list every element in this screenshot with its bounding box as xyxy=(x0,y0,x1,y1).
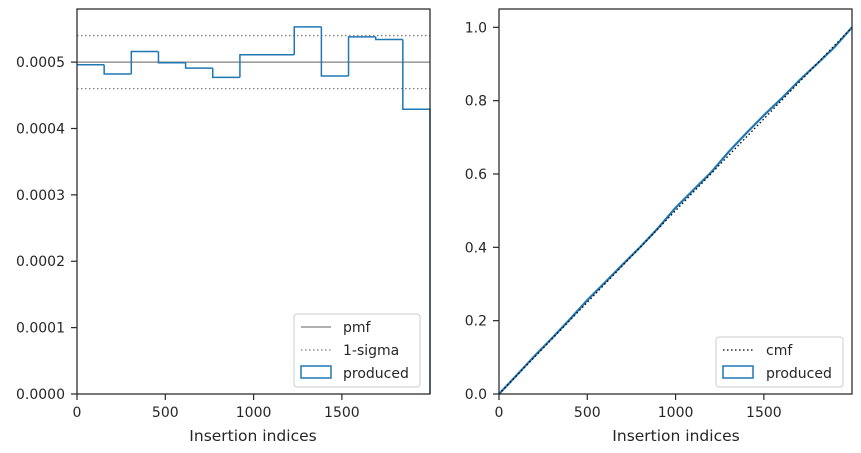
pmf-x-tick-label: 500 xyxy=(152,405,179,421)
pmf-y-tick-label: 0.0003 xyxy=(16,188,65,204)
pmf-y-tick-label: 0.0002 xyxy=(16,254,65,270)
pmf-x-axis-label: Insertion indices xyxy=(189,427,316,445)
pmf-y-tick-label: 0.0001 xyxy=(16,321,65,337)
cmf-y-tick-label: 0.8 xyxy=(465,94,487,110)
cmf-axes: 0 500 1000 1500 0.0 0.2 0.4 0.6 0.8 1.0 xyxy=(465,8,853,421)
cmf-x-axis-label: Insertion indices xyxy=(612,427,739,445)
cmf-reference-line xyxy=(498,26,853,395)
produced-bin xyxy=(347,36,376,77)
pmf-legend: pmf 1-sigma produced xyxy=(293,313,421,388)
pmf-legend-produced-swatch xyxy=(300,365,332,379)
cmf-y-tick-label: 0.4 xyxy=(465,240,487,256)
cmf-x-tick-label: 500 xyxy=(574,405,601,421)
produced-bin xyxy=(293,26,322,55)
produced-bin xyxy=(374,36,403,41)
cmf-y-tick-label: 1.0 xyxy=(465,20,487,36)
pmf-legend-frame xyxy=(293,313,421,388)
pmf-legend-produced-label: produced xyxy=(343,366,409,382)
pmf-x-tick-label: 1500 xyxy=(324,405,360,421)
produced-bin xyxy=(184,62,213,69)
cmf-x-tick-label: 1000 xyxy=(658,405,694,421)
produced-bin xyxy=(320,26,349,77)
produced-bin xyxy=(103,64,132,75)
cmf-y-tick-label: 0.2 xyxy=(465,314,487,330)
cmf-x-tick-label: 1500 xyxy=(746,405,782,421)
cmf-legend-produced-swatch xyxy=(722,365,754,379)
cmf-plot-area xyxy=(498,26,853,395)
produced-bin xyxy=(130,50,159,75)
pmf-y-tick-label: 0.0000 xyxy=(16,387,65,403)
produced-bin xyxy=(239,54,268,78)
cmf-y-tick-label: 0.0 xyxy=(465,387,487,403)
pmf-histogram-panel: 0 500 1000 1500 0.0000 0.0001 0.0002 0.0003 0.00… xyxy=(16,8,431,445)
pmf-legend-sigma-label: 1-sigma xyxy=(343,343,399,359)
pmf-y-tick-label: 0.0004 xyxy=(16,121,65,137)
pmf-x-tick-label: 1000 xyxy=(236,405,272,421)
pmf-legend-pmf-label: pmf xyxy=(343,320,372,336)
cmf-axes-frame xyxy=(498,8,853,395)
pmf-x-tick-label: 0 xyxy=(73,405,82,421)
pmf-y-tick-label: 0.0005 xyxy=(16,55,65,71)
cmf-legend-produced-label: produced xyxy=(766,366,832,382)
cmf-panel: 0 500 1000 1500 0.0 0.2 0.4 0.6 0.8 1.0 Insertion… xyxy=(465,8,853,445)
cmf-y-tick-label: 0.6 xyxy=(465,167,487,183)
pmf-axes: 0 500 1000 1500 0.0000 0.0001 0.0002 0.0003 0.00… xyxy=(16,8,431,421)
produced-bin xyxy=(157,51,186,64)
cmf-x-tick-label: 0 xyxy=(495,405,504,421)
produced-bin xyxy=(212,68,240,79)
cmf-legend-cmf-label: cmf xyxy=(766,343,793,359)
cmf-legend: cmf produced xyxy=(715,336,844,388)
